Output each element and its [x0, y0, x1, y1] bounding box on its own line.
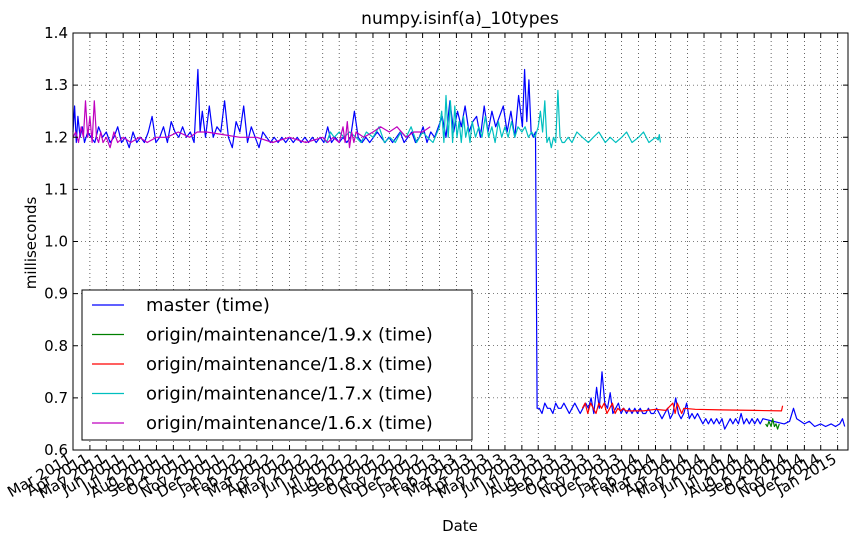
series-line	[72, 100, 431, 149]
y-tick-label: 1.4	[44, 24, 68, 42]
y-tick-label: 1.0	[44, 233, 68, 251]
y-tick-labels: 0.6 0.7 0.8 0.9 1.0 1.1 1.2 1.3 1.4	[44, 24, 68, 459]
y-tick-label: 1.1	[44, 180, 68, 198]
series-line	[581, 402, 784, 415]
legend-label: master (time)	[146, 295, 270, 316]
legend-box	[81, 289, 473, 441]
y-tick-label: 1.3	[44, 76, 68, 94]
y-tick-label: 1.2	[44, 128, 68, 146]
y-axis-label: milliseconds	[22, 197, 40, 290]
series-layer	[72, 68, 846, 430]
legend-label: origin/maintenance/1.7.x (time)	[146, 384, 433, 405]
y-tick-label: 0.8	[44, 337, 68, 355]
chart-title: numpy.isinf(a)_10types	[361, 9, 559, 29]
tick-marks	[72, 32, 848, 451]
y-tick-label: 0.6	[44, 441, 68, 459]
series-line	[765, 418, 780, 430]
legend-label: origin/maintenance/1.8.x (time)	[146, 354, 433, 375]
x-axis-label: Date	[442, 517, 478, 535]
y-tick-label: 0.7	[44, 389, 68, 407]
legend: master (time) origin/maintenance/1.9.x (t…	[81, 289, 473, 441]
series-line	[322, 89, 661, 149]
legend-label: origin/maintenance/1.6.x (time)	[146, 413, 433, 434]
grid	[72, 32, 848, 451]
y-tick-label: 0.9	[44, 285, 68, 303]
legend-label: origin/maintenance/1.9.x (time)	[146, 325, 433, 346]
series-line	[72, 68, 846, 430]
